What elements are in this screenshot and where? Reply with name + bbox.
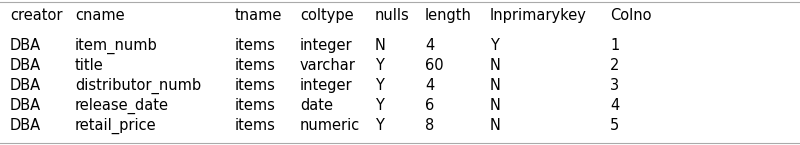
Text: 1: 1 [610,38,619,53]
Text: integer: integer [300,78,353,93]
Text: Y: Y [375,58,384,73]
Text: varchar: varchar [300,58,356,73]
Text: 8: 8 [425,118,434,133]
Text: N: N [490,58,501,73]
Text: length: length [425,8,472,23]
Text: 4: 4 [610,98,619,113]
Text: release_date: release_date [75,98,169,114]
Text: N: N [490,118,501,133]
Text: 60: 60 [425,58,444,73]
Text: creator: creator [10,8,62,23]
Text: DBA: DBA [10,78,41,93]
Text: coltype: coltype [300,8,354,23]
Text: items: items [235,38,276,53]
Text: retail_price: retail_price [75,118,157,134]
Text: items: items [235,78,276,93]
Text: DBA: DBA [10,98,41,113]
Text: Inprimarykey: Inprimarykey [490,8,587,23]
Text: 6: 6 [425,98,434,113]
Text: DBA: DBA [10,38,41,53]
Text: items: items [235,58,276,73]
Text: N: N [490,78,501,93]
Text: DBA: DBA [10,118,41,133]
Text: 2: 2 [610,58,619,73]
Text: nulls: nulls [375,8,410,23]
Text: 4: 4 [425,78,434,93]
Text: tname: tname [235,8,282,23]
Text: DBA: DBA [10,58,41,73]
Text: N: N [490,98,501,113]
Text: Y: Y [375,98,384,113]
Text: items: items [235,98,276,113]
Text: 4: 4 [425,38,434,53]
Text: 3: 3 [610,78,619,93]
Text: numeric: numeric [300,118,360,133]
Text: cname: cname [75,8,125,23]
Text: items: items [235,118,276,133]
Text: Y: Y [375,118,384,133]
Text: item_numb: item_numb [75,38,158,54]
Text: Y: Y [490,38,499,53]
Text: 5: 5 [610,118,619,133]
Text: distributor_numb: distributor_numb [75,78,201,94]
Text: title: title [75,58,104,73]
Text: integer: integer [300,38,353,53]
Text: Y: Y [375,78,384,93]
Text: Colno: Colno [610,8,651,23]
Text: date: date [300,98,333,113]
Text: N: N [375,38,386,53]
